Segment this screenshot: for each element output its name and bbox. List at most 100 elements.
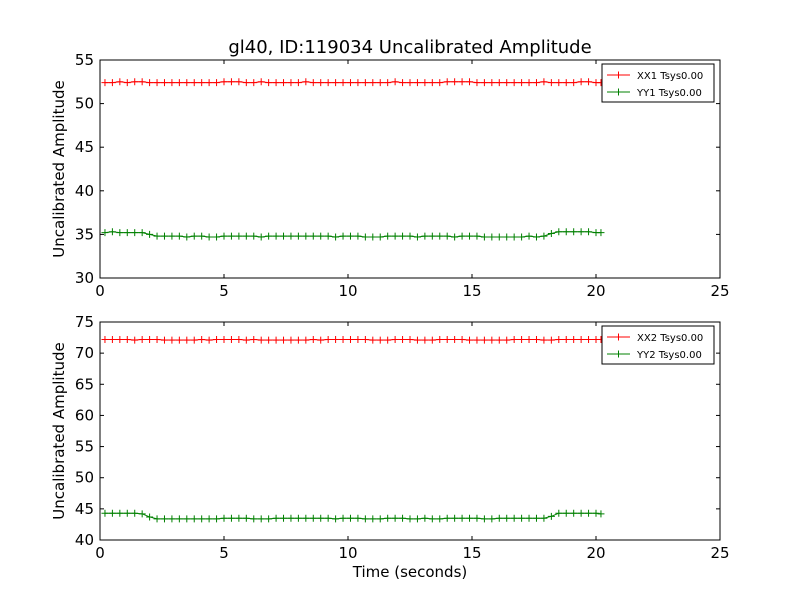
data-point-marker (525, 79, 533, 87)
data-point-marker (399, 514, 407, 522)
data-point-marker (540, 78, 548, 86)
data-point-marker (153, 515, 161, 523)
data-point-marker (503, 336, 511, 344)
data-point-marker (399, 79, 407, 87)
data-point-marker (280, 79, 288, 87)
data-point-marker (101, 229, 109, 237)
legend-entry: XX1 Tsys0.00 (637, 71, 703, 82)
data-point-marker (205, 515, 213, 523)
data-point-marker (518, 233, 526, 241)
data-point-marker (257, 515, 265, 523)
data-point-marker (555, 79, 563, 87)
data-point-marker (577, 228, 585, 236)
data-point-marker (116, 78, 124, 86)
data-point-marker (488, 79, 496, 87)
data-point-marker (213, 79, 221, 87)
x-tick-label: 5 (219, 282, 229, 300)
data-point-marker (101, 79, 109, 87)
x-tick-label: 25 (710, 544, 729, 562)
data-point-marker (160, 79, 168, 87)
data-point-marker (108, 335, 116, 343)
data-point-marker (413, 515, 421, 523)
data-point-marker (332, 515, 340, 523)
legend-entry: YY2 Tsys0.00 (636, 350, 702, 361)
x-tick-label: 0 (95, 282, 105, 300)
data-point-marker (488, 233, 496, 241)
data-point-marker (227, 232, 235, 240)
data-point-marker (451, 335, 459, 343)
data-point-marker (510, 233, 518, 241)
data-point-marker (585, 335, 593, 343)
data-point-marker (451, 78, 459, 86)
data-point-marker (369, 336, 377, 344)
data-point-marker (562, 335, 570, 343)
data-point-marker (302, 336, 310, 344)
data-point-marker (235, 232, 243, 240)
data-point-marker (146, 513, 154, 521)
data-point-marker (138, 78, 146, 86)
data-point-marker (443, 514, 451, 522)
data-point-marker (391, 514, 399, 522)
data-point-marker (250, 515, 258, 523)
data-point-marker (250, 335, 258, 343)
legend-entry: XX2 Tsys0.00 (637, 333, 703, 344)
data-point-marker (413, 336, 421, 344)
data-point-marker (272, 336, 280, 344)
data-point-marker (406, 515, 414, 523)
data-point-marker (317, 232, 325, 240)
data-point-marker (190, 336, 198, 344)
y-axis-label: Uncalibrated Amplitude (50, 342, 68, 519)
data-point-marker (168, 232, 176, 240)
y-tick-label: 55 (75, 51, 94, 69)
data-point-marker (175, 232, 183, 240)
data-point-marker (265, 336, 273, 344)
data-point-marker (220, 232, 228, 240)
data-point-marker (466, 78, 474, 86)
data-point-marker (391, 232, 399, 240)
data-point-marker (324, 79, 332, 87)
data-point-marker (250, 79, 258, 87)
data-point-marker (436, 515, 444, 523)
data-point-marker (205, 233, 213, 241)
data-point-marker (540, 232, 548, 240)
x-tick-label: 15 (462, 544, 481, 562)
data-point-marker (585, 509, 593, 517)
bottom-panel: 0 5 10 15 20 25 40 45 50 55 60 65 70 75 Uncalibrated A… (50, 313, 730, 581)
data-point-marker (101, 335, 109, 343)
data-point-marker (458, 232, 466, 240)
x-tick-label: 5 (219, 544, 229, 562)
data-point-marker (108, 228, 116, 236)
data-point-marker (406, 335, 414, 343)
data-point-marker (451, 514, 459, 522)
data-point-marker (436, 335, 444, 343)
data-point-marker (324, 335, 332, 343)
data-point-marker (597, 510, 605, 518)
data-point-marker (227, 78, 235, 86)
top-panel: 0 5 10 15 20 25 30 35 40 45 50 55 Uncalibrated Ampli… (50, 51, 730, 300)
data-point-marker (309, 514, 317, 522)
data-point-marker (123, 79, 131, 87)
data-point-marker (168, 336, 176, 344)
data-point-marker (458, 514, 466, 522)
data-point-marker (324, 514, 332, 522)
data-point-marker (265, 232, 273, 240)
data-point-marker (146, 79, 154, 87)
data-point-marker (242, 79, 250, 87)
data-point-marker (466, 232, 474, 240)
y-tick-label: 60 (75, 406, 94, 424)
data-point-marker (309, 79, 317, 87)
y-axis-label: Uncalibrated Amplitude (50, 80, 68, 257)
data-point-marker (183, 515, 191, 523)
x-tick-label: 10 (338, 544, 357, 562)
data-point-marker (570, 79, 578, 87)
data-point-marker (265, 515, 273, 523)
data-point-marker (346, 232, 354, 240)
y-tick-label: 35 (75, 225, 94, 243)
data-point-marker (473, 514, 481, 522)
data-point-marker (198, 335, 206, 343)
data-point-marker (346, 514, 354, 522)
data-point-marker (436, 79, 444, 87)
data-point-marker (413, 233, 421, 241)
data-point-marker (354, 514, 362, 522)
